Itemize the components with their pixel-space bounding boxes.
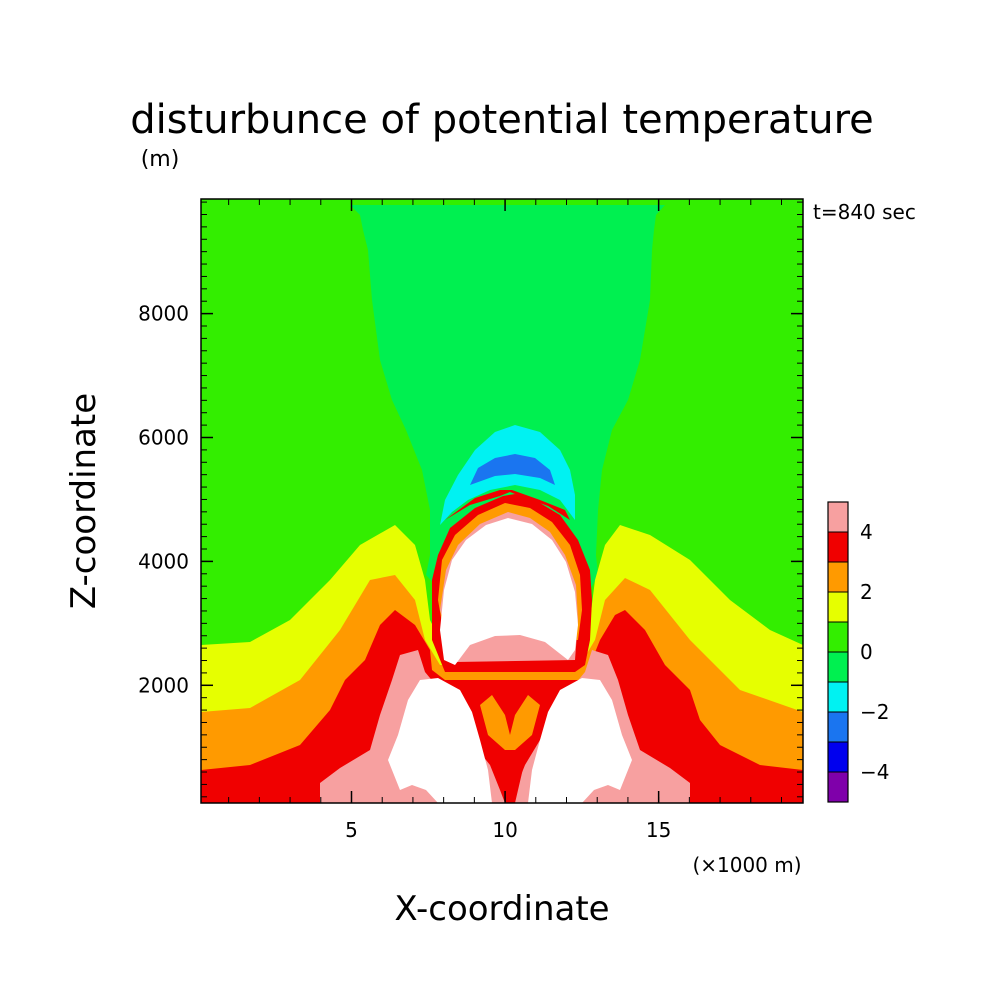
colorbar-label: 2 (860, 580, 873, 604)
colorbar-swatch (828, 652, 848, 682)
chart-title: disturbunce of potential temperature (130, 97, 874, 143)
core-top-red-arc (445, 490, 570, 520)
y-tick-label: 4000 (138, 549, 189, 573)
colorbar-swatch (828, 502, 848, 532)
colorbar-swatch (828, 622, 848, 652)
x-tick-label: 15 (646, 818, 671, 842)
colorbar-swatch (828, 532, 848, 562)
colorbar-swatch (828, 712, 848, 742)
colorbar-label: 0 (860, 640, 873, 664)
colorbar-swatch (828, 592, 848, 622)
x-tick-label: 10 (492, 818, 517, 842)
colorbar-swatch (828, 742, 848, 772)
time-label: t=840 sec (813, 200, 916, 224)
y-axis-label: Z-coordinate (64, 393, 104, 609)
contour-field (201, 199, 803, 803)
x-axis-label: X-coordinate (394, 889, 609, 929)
x-unit-label: (×1000 m) (692, 853, 801, 877)
colorbar: 4 2 0 −2 −4 (827, 501, 889, 803)
colorbar-swatch (828, 682, 848, 712)
colorbar-label: 4 (860, 520, 873, 544)
cold-cap-neg3-to-neg2 (470, 454, 555, 485)
plot-frame (200, 198, 804, 804)
warm-lobe-left-above-5 (388, 678, 492, 803)
warm-lobe-right-above-5 (528, 678, 632, 803)
warm-core-above-5 (440, 518, 578, 665)
minor-ticks (201, 199, 803, 803)
colorbar-label: −2 (860, 700, 889, 724)
x-tick-label: 5 (345, 818, 358, 842)
x-axis-ticks: 5 10 15 (345, 199, 671, 842)
y-tick-label: 6000 (138, 426, 189, 450)
y-tick-label: 8000 (138, 302, 189, 326)
cold-cap-neg2-to-neg1 (440, 425, 575, 525)
colorbar-swatch (828, 772, 848, 802)
colorbar-label: −4 (860, 760, 889, 784)
orange-stem (480, 695, 540, 750)
y-tick-label: 2000 (138, 673, 189, 697)
colorbar-swatch (828, 562, 848, 592)
central-band-neg1-to-0 (350, 205, 665, 590)
y-unit-label: (m) (141, 147, 180, 172)
